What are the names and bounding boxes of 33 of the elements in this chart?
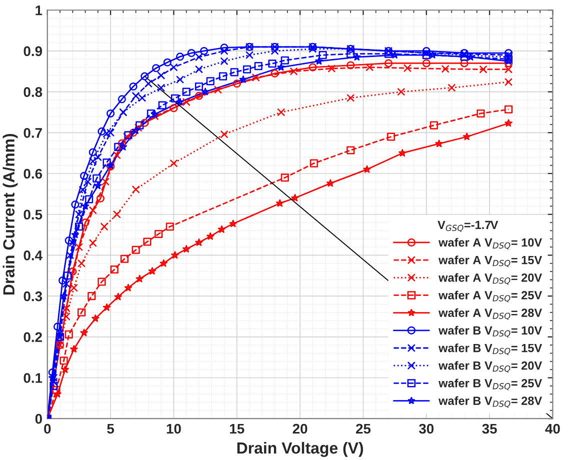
legend-label: wafer B V$_{DSQ}$= 25V [438, 378, 542, 390]
legend-label: wafer B V$_{DSQ}$= 20V [438, 361, 542, 373]
y-tick-label: 0 [35, 414, 42, 424]
y-tick-label: 0.7 [24, 128, 42, 138]
y-tick-label: 0.4 [24, 250, 42, 260]
legend-title: V$_{GSQ}$=-1.7V [438, 220, 498, 232]
legend-label: wafer A V$_{DSQ}$= 20V [438, 273, 542, 285]
x-tick-label: 15 [230, 424, 244, 434]
y-tick-label: 0.6 [24, 168, 42, 179]
x-axis-title: Drain Voltage (V) [237, 442, 364, 457]
y-tick-label: 0.1 [24, 373, 42, 383]
x-tick-label: 25 [356, 424, 371, 434]
x-tick-label: 5 [107, 424, 114, 434]
legend-label: wafer A V$_{DSQ}$= 10V [438, 238, 542, 250]
y-tick-label: 0.3 [24, 291, 42, 302]
x-tick-label: 40 [545, 424, 560, 434]
x-tick-label: 30 [418, 424, 434, 434]
legend-label: wafer A V$_{DSQ}$= 25V [438, 290, 542, 302]
y-tick-label: 0.5 [24, 210, 42, 220]
x-tick-label: 10 [166, 424, 181, 434]
y-tick-label: 0.9 [24, 46, 42, 56]
x-tick-label: 20 [292, 424, 308, 434]
y-tick-label: 0.2 [24, 332, 42, 342]
x-tick-label: 35 [482, 424, 497, 434]
y-tick-label: 1 [36, 6, 42, 16]
legend-label: wafer B V$_{DSQ}$= 15V [438, 344, 542, 356]
legend-label: wafer B V$_{DSQ}$= 10V [438, 326, 542, 338]
legend-label: wafer A V$_{DSQ}$= 28V [438, 308, 542, 320]
y-axis-title: Drain Current (A/mm) [2, 134, 18, 294]
y-tick-label: 0.8 [24, 87, 42, 97]
legend-label: wafer B V$_{DSQ}$= 28V [438, 396, 542, 408]
x-tick-label: 0 [44, 424, 51, 434]
legend-label: wafer A V$_{DSQ}$= 15V [438, 256, 542, 268]
